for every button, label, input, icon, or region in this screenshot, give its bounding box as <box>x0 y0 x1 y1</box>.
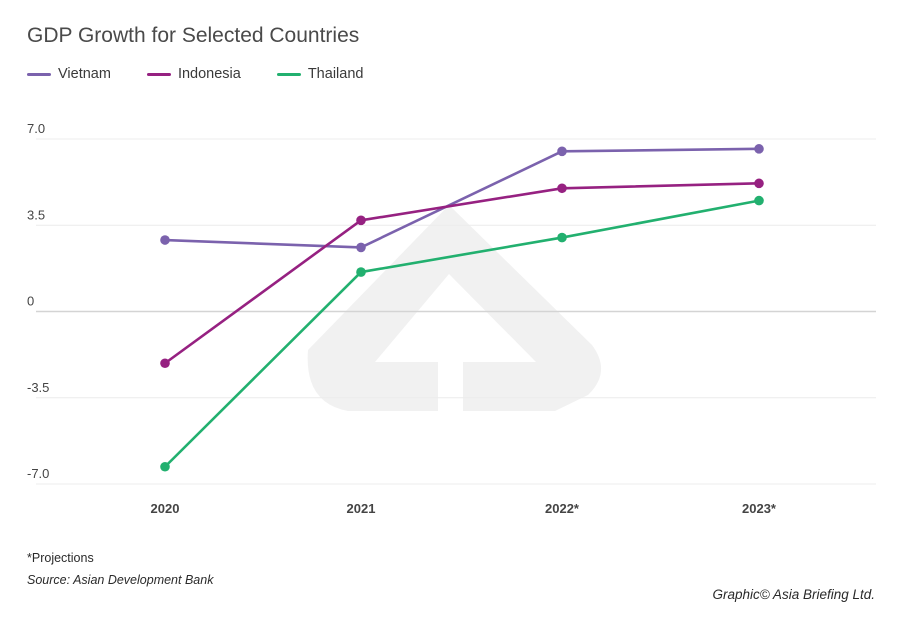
legend-item-vietnam: Vietnam <box>27 66 111 82</box>
data-point <box>356 215 366 226</box>
chart-title: GDP Growth for Selected Countries <box>27 24 360 47</box>
legend-swatch <box>27 72 51 76</box>
y-tick-label: 0 <box>27 294 34 309</box>
data-point <box>160 461 170 472</box>
legend-label: Thailand <box>307 66 364 82</box>
y-tick-label: 7.0 <box>27 121 45 136</box>
legend-label: Indonesia <box>177 66 241 82</box>
data-point <box>160 358 170 369</box>
data-point <box>754 144 764 154</box>
series-thailand <box>160 195 764 472</box>
data-point <box>557 232 567 243</box>
x-tick-label: 2023* <box>742 501 777 516</box>
series-vietnam <box>160 144 764 253</box>
series-layer <box>160 144 764 472</box>
data-point <box>754 178 764 189</box>
x-tick-label: 2022* <box>545 501 580 516</box>
x-tick-label: 2021 <box>347 501 376 516</box>
grid-layer <box>36 138 876 485</box>
chart-legend: Vietnam Indonesia Thailand <box>27 66 399 82</box>
data-point <box>356 242 366 253</box>
legend-label: Vietnam <box>58 66 111 82</box>
y-axis: 7.0 3.5 0 -3.5 -7.0 <box>27 121 49 481</box>
data-point <box>356 267 366 277</box>
legend-item-indonesia: Indonesia <box>146 66 241 82</box>
series-line <box>163 147 761 249</box>
projections-note: *Projections <box>27 551 94 565</box>
data-point <box>754 195 764 206</box>
y-tick-label: -7.0 <box>27 466 49 481</box>
series-line <box>163 182 761 365</box>
series-line <box>163 199 761 469</box>
y-tick-label: 3.5 <box>27 207 45 222</box>
legend-swatch <box>146 72 171 76</box>
data-point <box>160 235 170 245</box>
data-point <box>557 146 567 157</box>
legend-swatch <box>276 72 301 76</box>
graphic-credit: Graphic© Asia Briefing Ltd. <box>712 587 875 602</box>
legend-item-thailand: Thailand <box>276 66 364 82</box>
source-note: Source: Asian Development Bank <box>27 573 214 587</box>
series-indonesia <box>160 178 764 369</box>
x-axis: 2020 2021 2022* 2023* <box>151 501 777 516</box>
data-point <box>557 183 567 194</box>
y-tick-label: -3.5 <box>27 380 49 395</box>
watermark-logo <box>307 205 602 411</box>
x-tick-label: 2020 <box>151 501 180 516</box>
